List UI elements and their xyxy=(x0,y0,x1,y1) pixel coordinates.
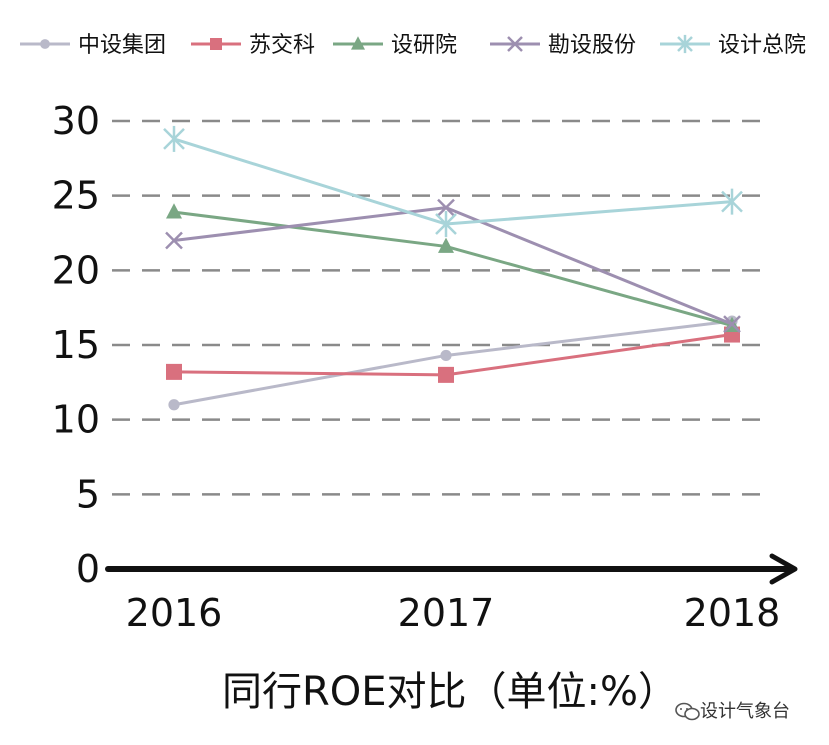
x-axis xyxy=(105,553,798,585)
y-tick-label-15: 15 xyxy=(52,323,100,367)
x-tick-label-2017: 2017 xyxy=(398,591,495,635)
data-point-2016 xyxy=(166,203,182,219)
data-point-2017 xyxy=(440,349,452,362)
watermark: 设计气象台 xyxy=(675,701,790,722)
series-line xyxy=(173,319,733,407)
legend-item: 设计总院 xyxy=(660,33,806,58)
legend-label: 勘设股份 xyxy=(548,33,636,58)
x-axis-arrow xyxy=(769,553,798,585)
data-point-2016 xyxy=(168,399,180,411)
data-point-2016 xyxy=(165,231,183,250)
watermark-label: 设计气象台 xyxy=(700,701,790,722)
data-point-2017 xyxy=(435,211,457,238)
y-tick-label-0: 0 xyxy=(76,547,100,591)
data-point-2017 xyxy=(438,366,454,383)
x-axis-ticks: 2016 2017 2018 xyxy=(126,591,781,635)
series-5 xyxy=(163,125,743,238)
y-tick-label-10: 10 xyxy=(52,398,100,442)
data-point-2016 xyxy=(163,125,185,152)
chart-title: 同行ROE对比（单位:%） xyxy=(222,669,678,715)
series-2 xyxy=(166,326,740,383)
legend-marker xyxy=(507,36,523,52)
y-tick-label-25: 25 xyxy=(52,174,100,218)
chart-gridlines xyxy=(112,119,772,496)
legend-label: 苏交科 xyxy=(249,33,315,58)
data-point-2017 xyxy=(437,198,455,217)
chart-series xyxy=(163,125,743,411)
y-tick-label-30: 30 xyxy=(52,99,100,143)
legend-label: 中设集团 xyxy=(78,33,166,58)
legend-item: 苏交科 xyxy=(191,33,315,58)
legend-marker xyxy=(351,36,365,50)
data-point-2018 xyxy=(723,315,741,333)
legend-item: 设研院 xyxy=(333,33,457,58)
legend-item: 勘设股份 xyxy=(490,33,636,58)
y-tick-label-5: 5 xyxy=(76,472,100,516)
y-axis-ticks: 0 5 10 15 20 25 30 xyxy=(52,99,100,591)
x-tick-label-2018: 2018 xyxy=(684,591,781,635)
y-tick-label-20: 20 xyxy=(52,248,100,292)
legend-marker xyxy=(677,34,693,54)
series-1 xyxy=(168,315,738,411)
data-point-2018 xyxy=(721,188,743,215)
legend-item: 中设集团 xyxy=(20,33,166,58)
series-line xyxy=(173,206,733,326)
data-point-2016 xyxy=(166,363,182,380)
chart-legend: 中设集团 苏交科 设研院 勘设股份 设计总院 xyxy=(20,33,806,58)
data-point-2017 xyxy=(438,237,454,253)
legend-marker xyxy=(210,38,222,50)
legend-label: 设研院 xyxy=(391,33,457,58)
x-tick-label-2016: 2016 xyxy=(126,591,223,635)
wechat-icon xyxy=(675,702,700,721)
series-4 xyxy=(165,198,741,333)
legend-label: 设计总院 xyxy=(718,33,806,58)
legend-marker xyxy=(40,39,50,49)
